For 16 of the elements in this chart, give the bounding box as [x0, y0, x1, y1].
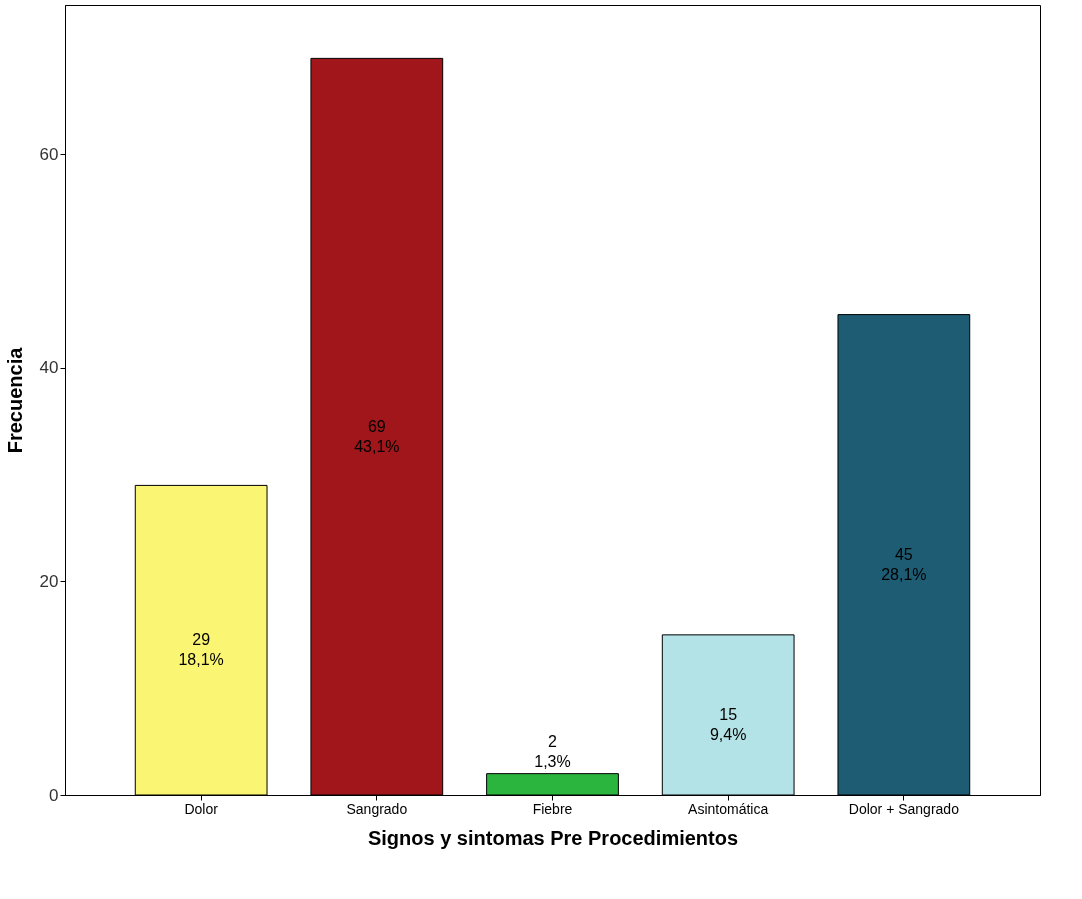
x-tick-label: Dolor + Sangrado	[848, 800, 960, 817]
x-tick-label: Sangrado	[346, 800, 408, 817]
data-label: 69 43,1%	[354, 417, 400, 455]
data-label: 45 28,1%	[881, 545, 927, 583]
x-tick-label: Fiebre	[532, 800, 573, 817]
x-axis-title: Signos y sintomas Pre Procedimientos	[367, 826, 739, 849]
data-label: 15 9,4%	[709, 705, 747, 743]
x-tick-label: Asintomática	[688, 800, 769, 817]
y-axis-title: Frecuencia	[3, 346, 26, 454]
y-tick-label: 20	[39, 571, 59, 591]
y-tick-label: 40	[39, 358, 59, 378]
data-label: 29 18,1%	[178, 631, 224, 669]
y-tick-label: 0	[49, 785, 59, 805]
x-tick-label: Dolor	[184, 800, 219, 817]
y-tick-label: 60	[39, 144, 59, 164]
data-label: 2 1,3%	[534, 732, 571, 770]
